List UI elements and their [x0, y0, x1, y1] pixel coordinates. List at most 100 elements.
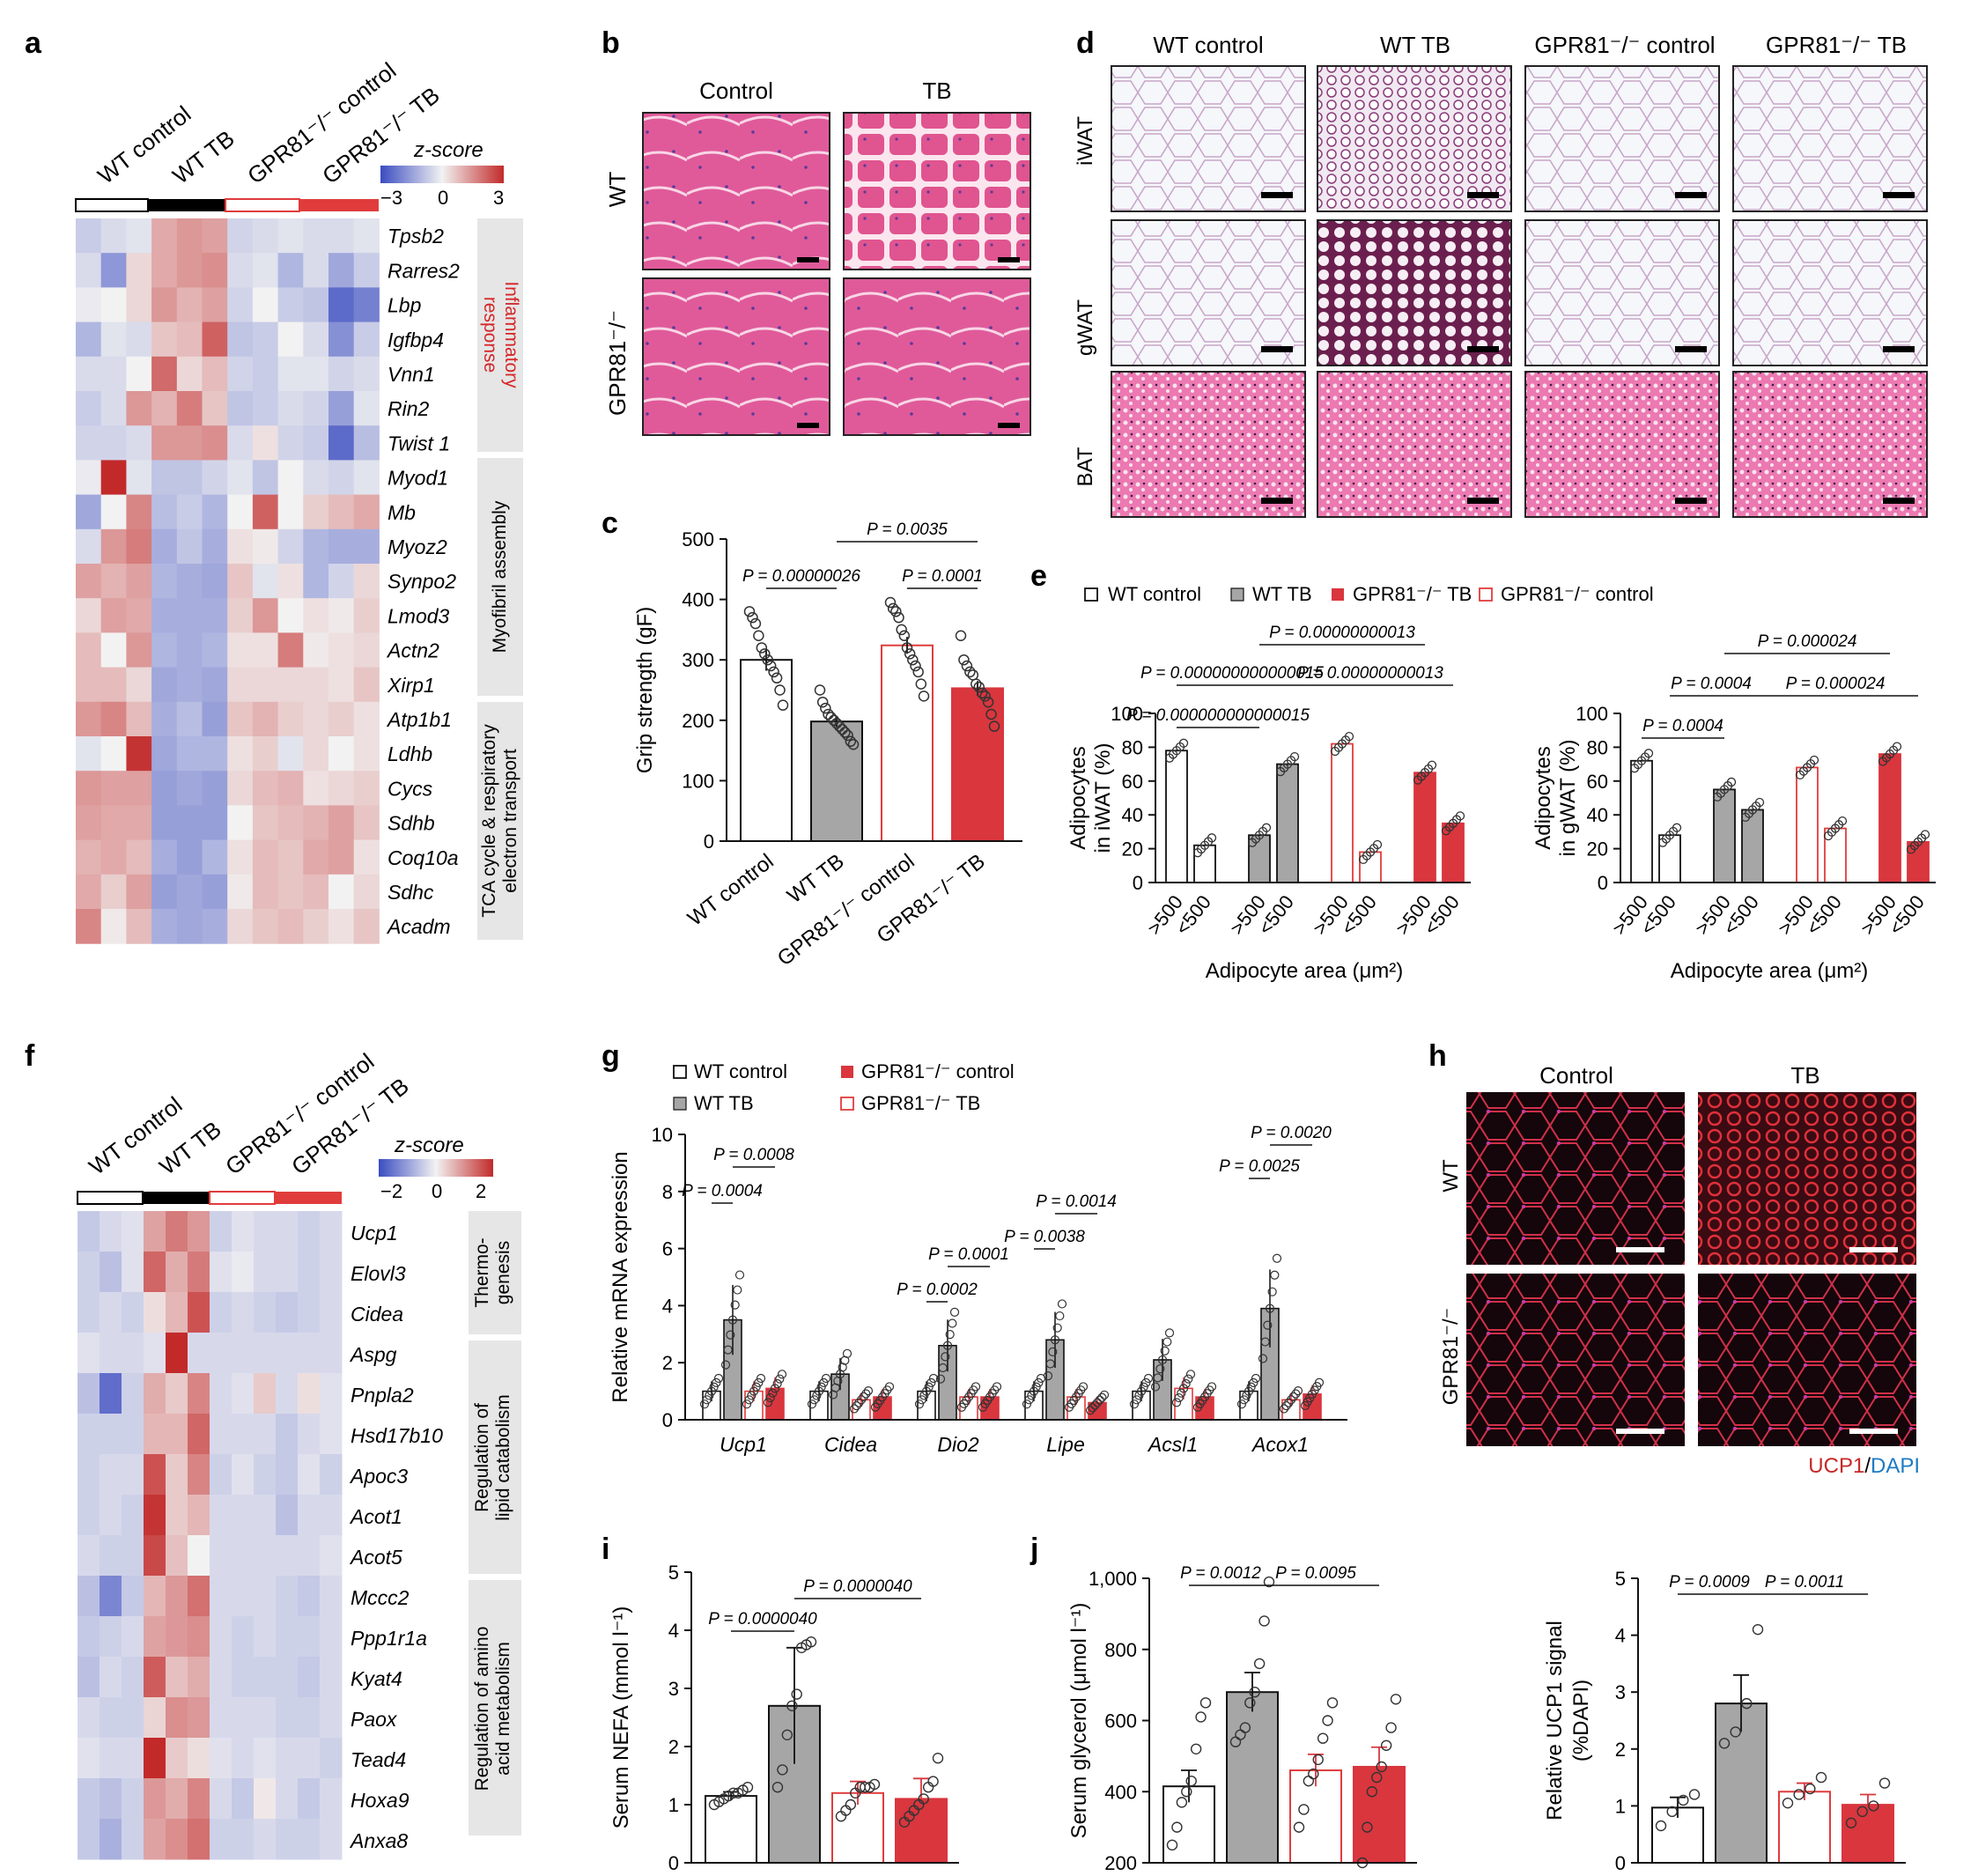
heatmap-cell [188, 1292, 210, 1333]
g-point [1136, 1386, 1147, 1396]
point [1171, 1821, 1183, 1833]
heatmap-cell [328, 356, 355, 392]
heatmap-cell [252, 874, 279, 910]
c-point [823, 708, 834, 720]
heatmap-cell [277, 287, 304, 323]
g-point [1097, 1392, 1107, 1402]
point [1176, 1797, 1188, 1808]
heatmap-cell [277, 528, 304, 565]
heatmap-cell [252, 321, 279, 358]
e-point [1837, 816, 1848, 826]
g-point [747, 1391, 757, 1400]
heatmap-cell [76, 321, 102, 358]
g-point [1265, 1304, 1275, 1313]
g-point [754, 1377, 764, 1387]
gene-label: Acot1 [349, 1505, 402, 1528]
gene-label: Atp1b1 [386, 708, 452, 731]
heatmap-cell [100, 321, 127, 358]
heatmap-cell [328, 736, 355, 772]
gene-label: Rarres2 [387, 259, 460, 282]
g-point [1258, 1354, 1268, 1363]
heatmap-cell [254, 1697, 277, 1739]
g-point [1150, 1382, 1161, 1392]
heatmap-cell [353, 253, 380, 288]
c-point [837, 723, 848, 735]
scale-bar [1883, 498, 1915, 504]
p-value-label: P = 0.000000000000015 [1140, 664, 1324, 683]
group-label-inflammatory: Inflammatoryresponse [480, 281, 521, 388]
heatmap-cell [188, 1252, 210, 1293]
heatmap-cell [126, 494, 152, 530]
heatmap-cell [353, 771, 380, 806]
heatmap-cell [100, 874, 127, 910]
c-point [976, 687, 988, 699]
point [1845, 1817, 1857, 1828]
g-point [705, 1391, 714, 1400]
g-point [849, 1404, 860, 1414]
b-image-wt-control [642, 112, 830, 270]
c-point [893, 611, 904, 624]
g-point [1251, 1373, 1261, 1384]
heatmap-cell [76, 425, 102, 461]
e-point [1892, 742, 1902, 751]
g-point [1184, 1374, 1193, 1384]
heatmap-cell [254, 1819, 277, 1860]
gene-label: Rin2 [387, 397, 430, 420]
heatmap-cell [100, 391, 127, 426]
heatmap-cell [126, 598, 152, 633]
heatmap-cell [122, 1738, 144, 1779]
heatmap-cell [100, 1495, 122, 1536]
scale-bar [1675, 498, 1707, 504]
p-value-label: P = 0.0095 [1275, 1564, 1356, 1583]
g-point [863, 1386, 874, 1396]
heatmap-cell [144, 1778, 166, 1820]
ylabel: Relative UCP1 signal [1543, 1621, 1567, 1821]
heatmap-cell [144, 1616, 166, 1658]
heatmap-cell [277, 736, 304, 772]
d-micrograph [1317, 65, 1512, 212]
bar [1778, 1791, 1831, 1864]
heatmap-cell [328, 287, 355, 323]
heatmap-cell [276, 1333, 299, 1374]
zscore-gradient-a [380, 166, 504, 183]
heatmap-cell [176, 218, 203, 254]
heatmap-cell [144, 1292, 166, 1333]
g-legend: WT control GPR81⁻/⁻ control WT TB GPR81⁻… [673, 1060, 1015, 1114]
g-point [1260, 1337, 1270, 1347]
heatmap-cell [100, 771, 127, 806]
heatmap-cell [122, 1535, 144, 1577]
heatmap-cell [151, 460, 178, 496]
heatmap-cell [77, 1738, 100, 1779]
g-point [919, 1391, 929, 1400]
heatmap-cell [210, 1373, 232, 1414]
h-image-ko-control [1466, 1274, 1685, 1446]
gene-label: Ppp1r1a [351, 1627, 427, 1650]
y-tick-label: 4 [1615, 1625, 1626, 1647]
g-point [942, 1341, 953, 1350]
g-point [948, 1318, 957, 1328]
b-micrographs [642, 112, 1031, 436]
heatmap-cell [122, 1657, 144, 1698]
p-value-label: P = 0.000024 [1758, 632, 1857, 651]
heatmap-cell [353, 598, 380, 633]
point [1312, 1754, 1324, 1766]
heatmap-cell [252, 667, 279, 703]
heatmap-cell [277, 701, 304, 737]
e-legend: WT control WT TB GPR81⁻/⁻ TB GPR81⁻/⁻ co… [1084, 583, 1654, 605]
heatmap-cell [303, 736, 329, 772]
gene-label: Hsd17b10 [351, 1424, 443, 1447]
heatmap-cell [232, 1738, 255, 1779]
gene-label: Anxa8 [349, 1829, 408, 1852]
b-col-tb: TB [922, 78, 951, 104]
heatmap-cell [303, 494, 329, 530]
heatmap-cell [303, 771, 329, 806]
point [1190, 1743, 1202, 1755]
heatmap-cell [277, 460, 304, 496]
c-point [901, 642, 913, 654]
g-point [706, 1386, 717, 1396]
g-point [852, 1401, 861, 1411]
heatmap-cell [276, 1495, 299, 1536]
heatmap-cell [227, 667, 254, 703]
p-value-label: P = 0.00000000013 [1269, 624, 1415, 642]
